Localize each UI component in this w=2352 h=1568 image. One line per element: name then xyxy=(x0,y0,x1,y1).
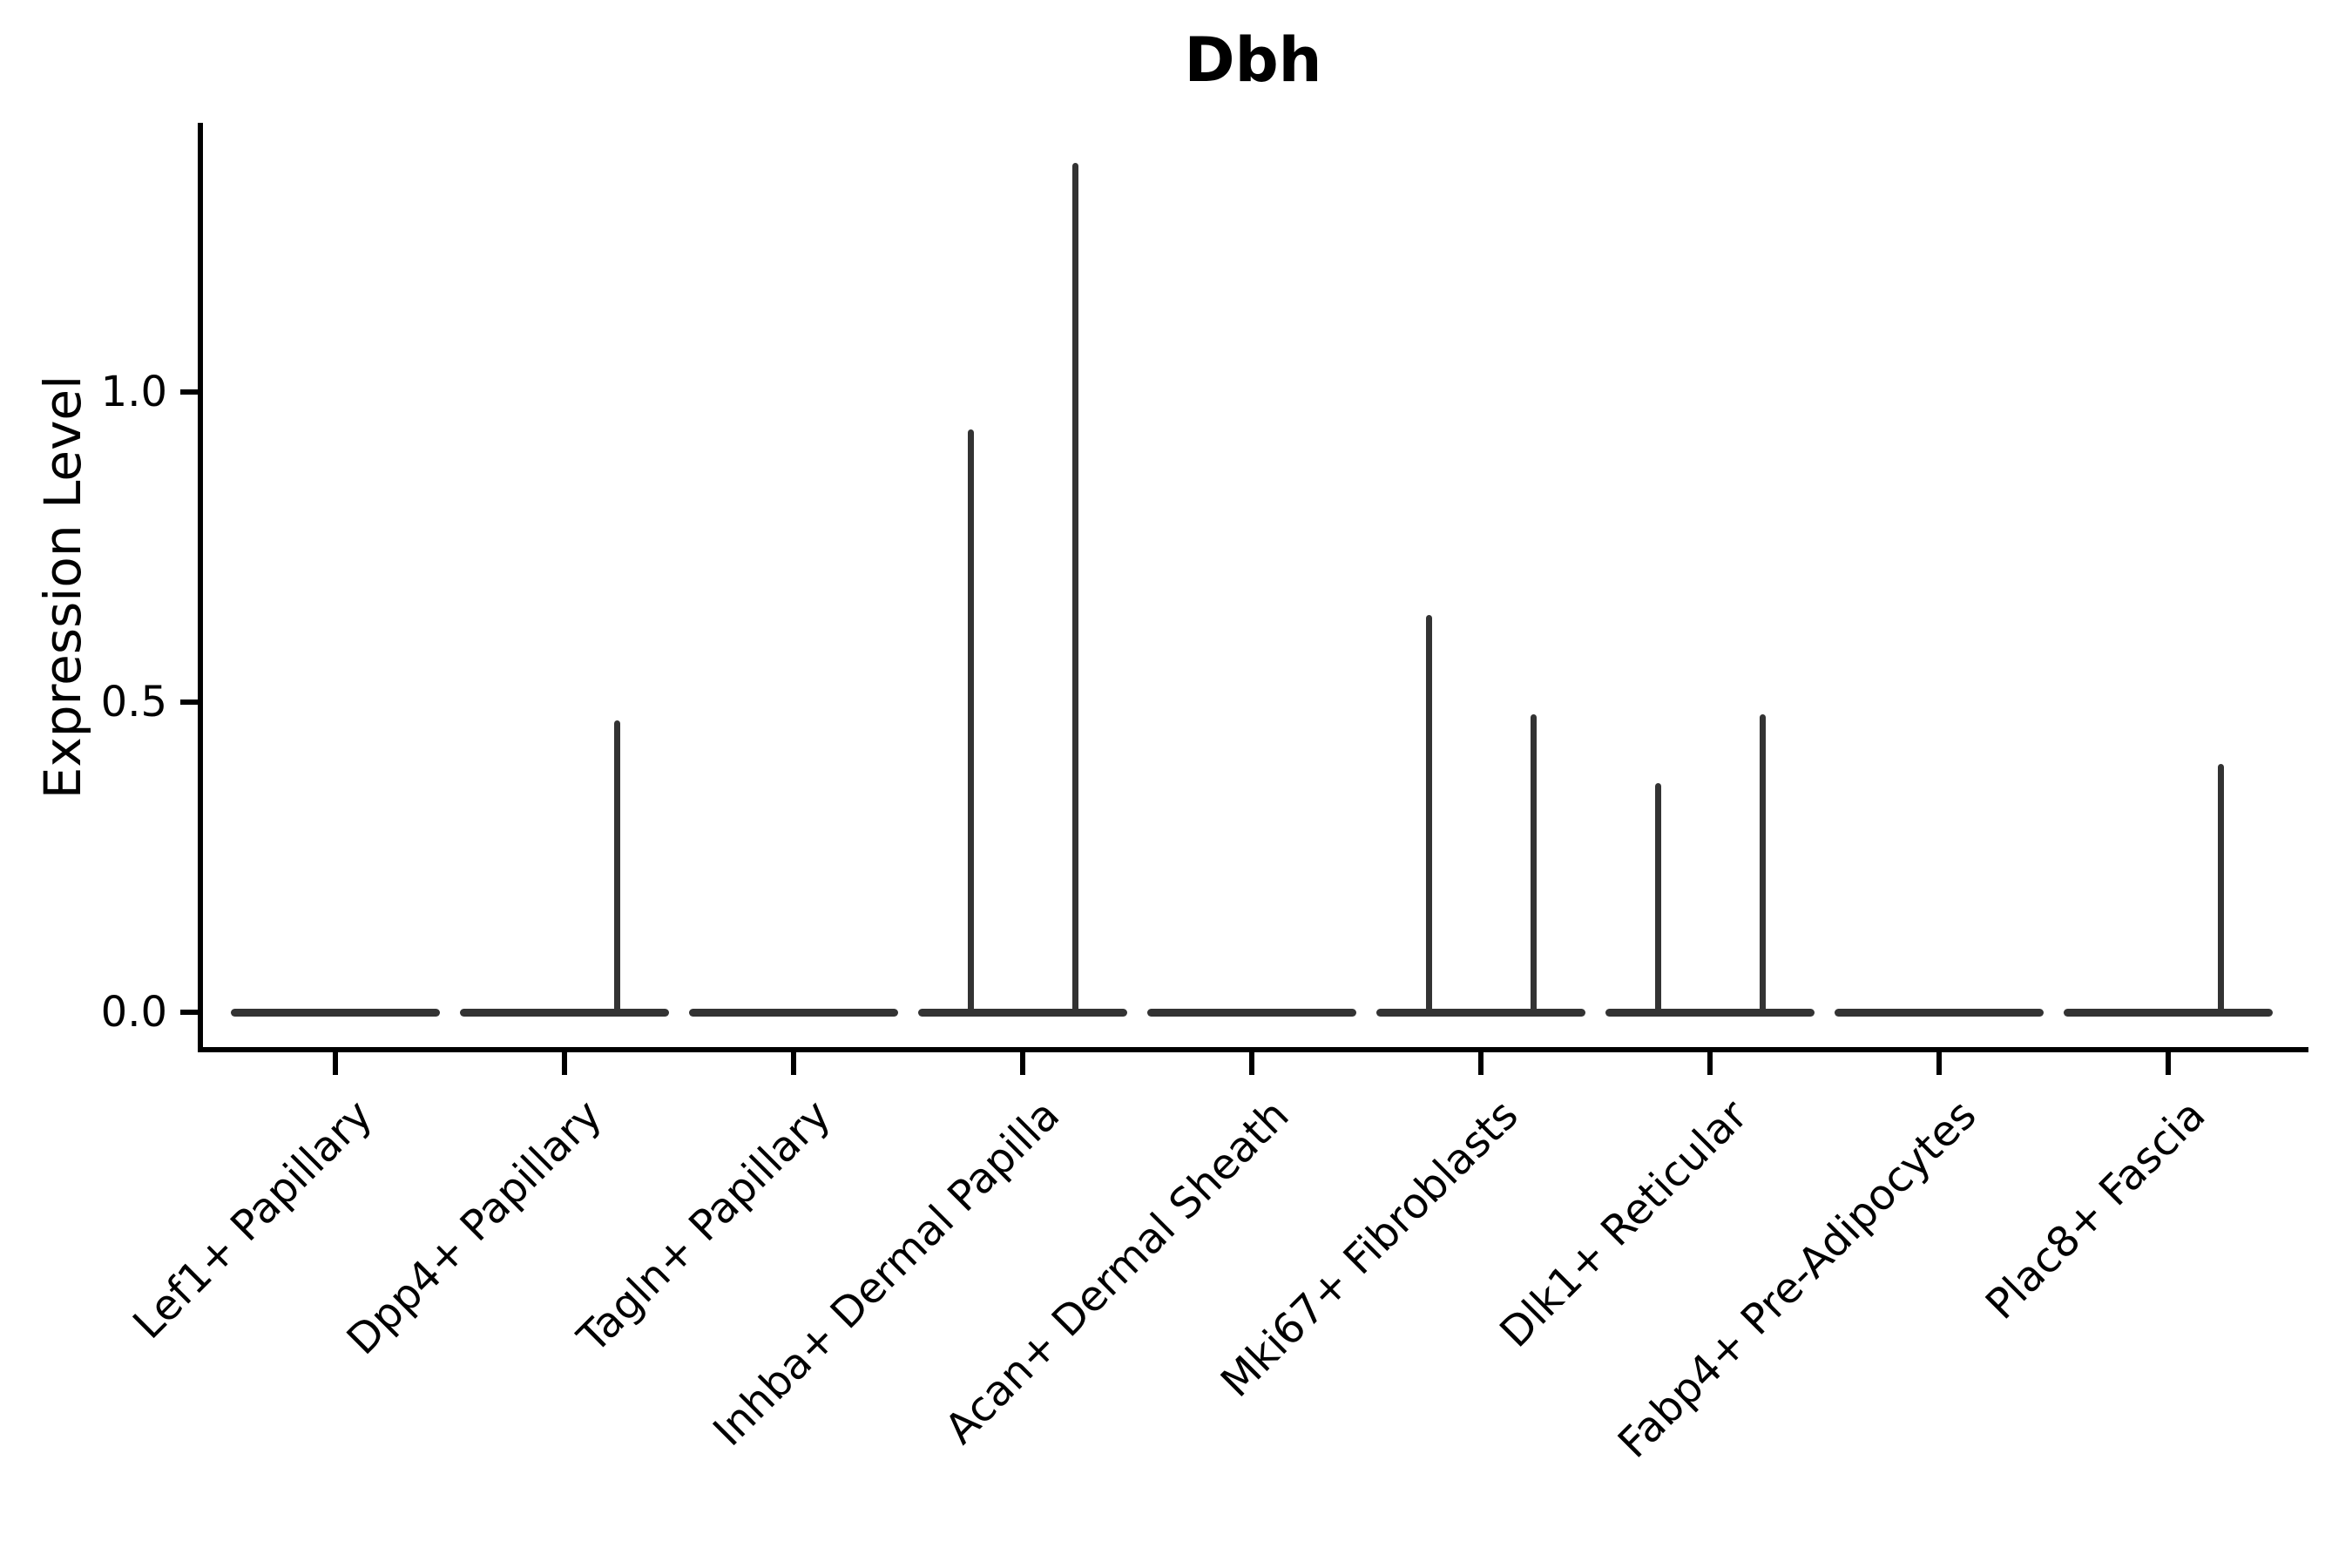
x-tick-label: Dpp4+ Papillary xyxy=(337,1091,612,1365)
x-tick-label: Lef1+ Papillary xyxy=(124,1091,382,1348)
x-tick xyxy=(562,1052,567,1075)
y-tick-label: 0.5 xyxy=(100,678,167,727)
chart-title: Dbh xyxy=(1184,24,1322,96)
violin-base-bar xyxy=(1147,1008,1356,1017)
violin-spike xyxy=(967,429,974,1012)
violin-spike xyxy=(1071,162,1078,1012)
violin-spike xyxy=(1425,615,1432,1012)
x-tick-label: Plac8+ Fascia xyxy=(1977,1091,2215,1329)
violin-spike xyxy=(613,720,620,1012)
violin-base-bar xyxy=(1376,1008,1585,1017)
violin-spike xyxy=(1759,714,1766,1012)
y-axis-label: Expression Level xyxy=(33,375,92,800)
violin-base-bar xyxy=(918,1008,1127,1017)
violin-base-bar xyxy=(689,1008,898,1017)
x-tick xyxy=(791,1052,796,1075)
y-tick-label: 0.0 xyxy=(100,988,167,1037)
x-tick xyxy=(1707,1052,1713,1075)
x-tick xyxy=(333,1052,338,1075)
y-tick xyxy=(180,389,198,395)
plot-area xyxy=(198,123,2308,1052)
x-tick-label: Tagln+ Papillary xyxy=(568,1091,841,1362)
y-tick xyxy=(180,1010,198,1015)
x-tick xyxy=(1020,1052,1025,1075)
violin-spike xyxy=(1530,714,1537,1012)
violin-base-bar xyxy=(2064,1008,2273,1017)
violin-base-bar xyxy=(231,1008,440,1017)
x-tick-label: Dlk1+ Reticular xyxy=(1490,1091,1757,1357)
x-tick xyxy=(2166,1052,2171,1075)
violin-base-bar xyxy=(460,1008,669,1017)
violin-spike xyxy=(1654,782,1661,1012)
violin-base-bar xyxy=(1835,1008,2044,1017)
y-tick-label: 1.0 xyxy=(100,368,167,416)
x-tick xyxy=(1936,1052,1942,1075)
x-tick xyxy=(1478,1052,1484,1075)
violin-base-bar xyxy=(1605,1008,1815,1017)
x-tick xyxy=(1249,1052,1254,1075)
y-tick xyxy=(180,700,198,705)
violin-spike xyxy=(2217,764,2224,1012)
